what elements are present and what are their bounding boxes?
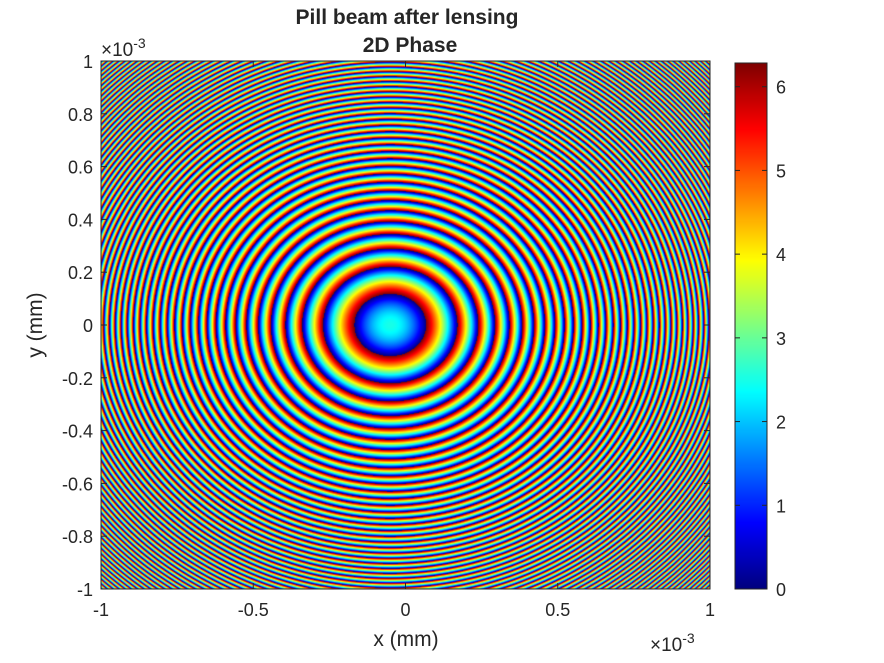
y-axis-label: y (mm) [24, 292, 47, 357]
colorbar-tick-label: 2 [776, 413, 786, 433]
x-tick-label: -0.5 [238, 600, 269, 620]
colorbar-tick-label: 1 [776, 496, 786, 516]
y-tick-label: -1 [77, 580, 93, 600]
y-tick-label: 0.6 [68, 158, 93, 178]
colorbar-ticks: 0 1 2 3 4 5 6 [735, 78, 786, 600]
colorbar-tick-label: 5 [776, 161, 786, 181]
x-axis-exponent: ×10-3 [650, 630, 695, 656]
colorbar-tick-label: 3 [776, 329, 786, 349]
y-tick-label: 0.2 [68, 263, 93, 283]
y-tick-label: -0.2 [62, 369, 93, 389]
chart-title-line-2: 2D Phase [363, 34, 458, 57]
y-tick-label: -0.4 [62, 422, 93, 442]
x-tick-label: 0 [400, 600, 410, 620]
y-tick-label: -0.6 [62, 474, 93, 494]
colorbar-frame [734, 62, 768, 590]
x-axis-ticks: -1 -0.5 0 0.5 1 [93, 61, 715, 620]
colorbar-tick-label: 6 [776, 78, 786, 98]
chart-title-line-1: Pill beam after lensing [296, 6, 519, 29]
y-axis-exponent: ×10-3 [101, 35, 146, 61]
y-tick-label: 0.4 [68, 210, 93, 230]
x-tick-label: -1 [93, 600, 109, 620]
plot-frame [100, 60, 711, 590]
y-axis-ticks: -1 -0.8 -0.6 -0.4 -0.2 0 0.2 0.4 0.6 0.8 1 [62, 52, 710, 600]
phase-heatmap [101, 61, 710, 589]
x-tick-label: 0.5 [545, 600, 570, 620]
y-tick-label: 0.8 [68, 105, 93, 125]
colorbar-tick-label: 0 [776, 580, 786, 600]
y-tick-label: -0.8 [62, 527, 93, 547]
y-tick-label: 0 [83, 316, 93, 336]
y-tick-label: 1 [83, 52, 93, 72]
x-tick-label: 1 [705, 600, 715, 620]
x-axis-label: x (mm) [373, 628, 438, 651]
colorbar-tick-label: 4 [776, 245, 786, 265]
colorbar-gradient [735, 63, 767, 589]
